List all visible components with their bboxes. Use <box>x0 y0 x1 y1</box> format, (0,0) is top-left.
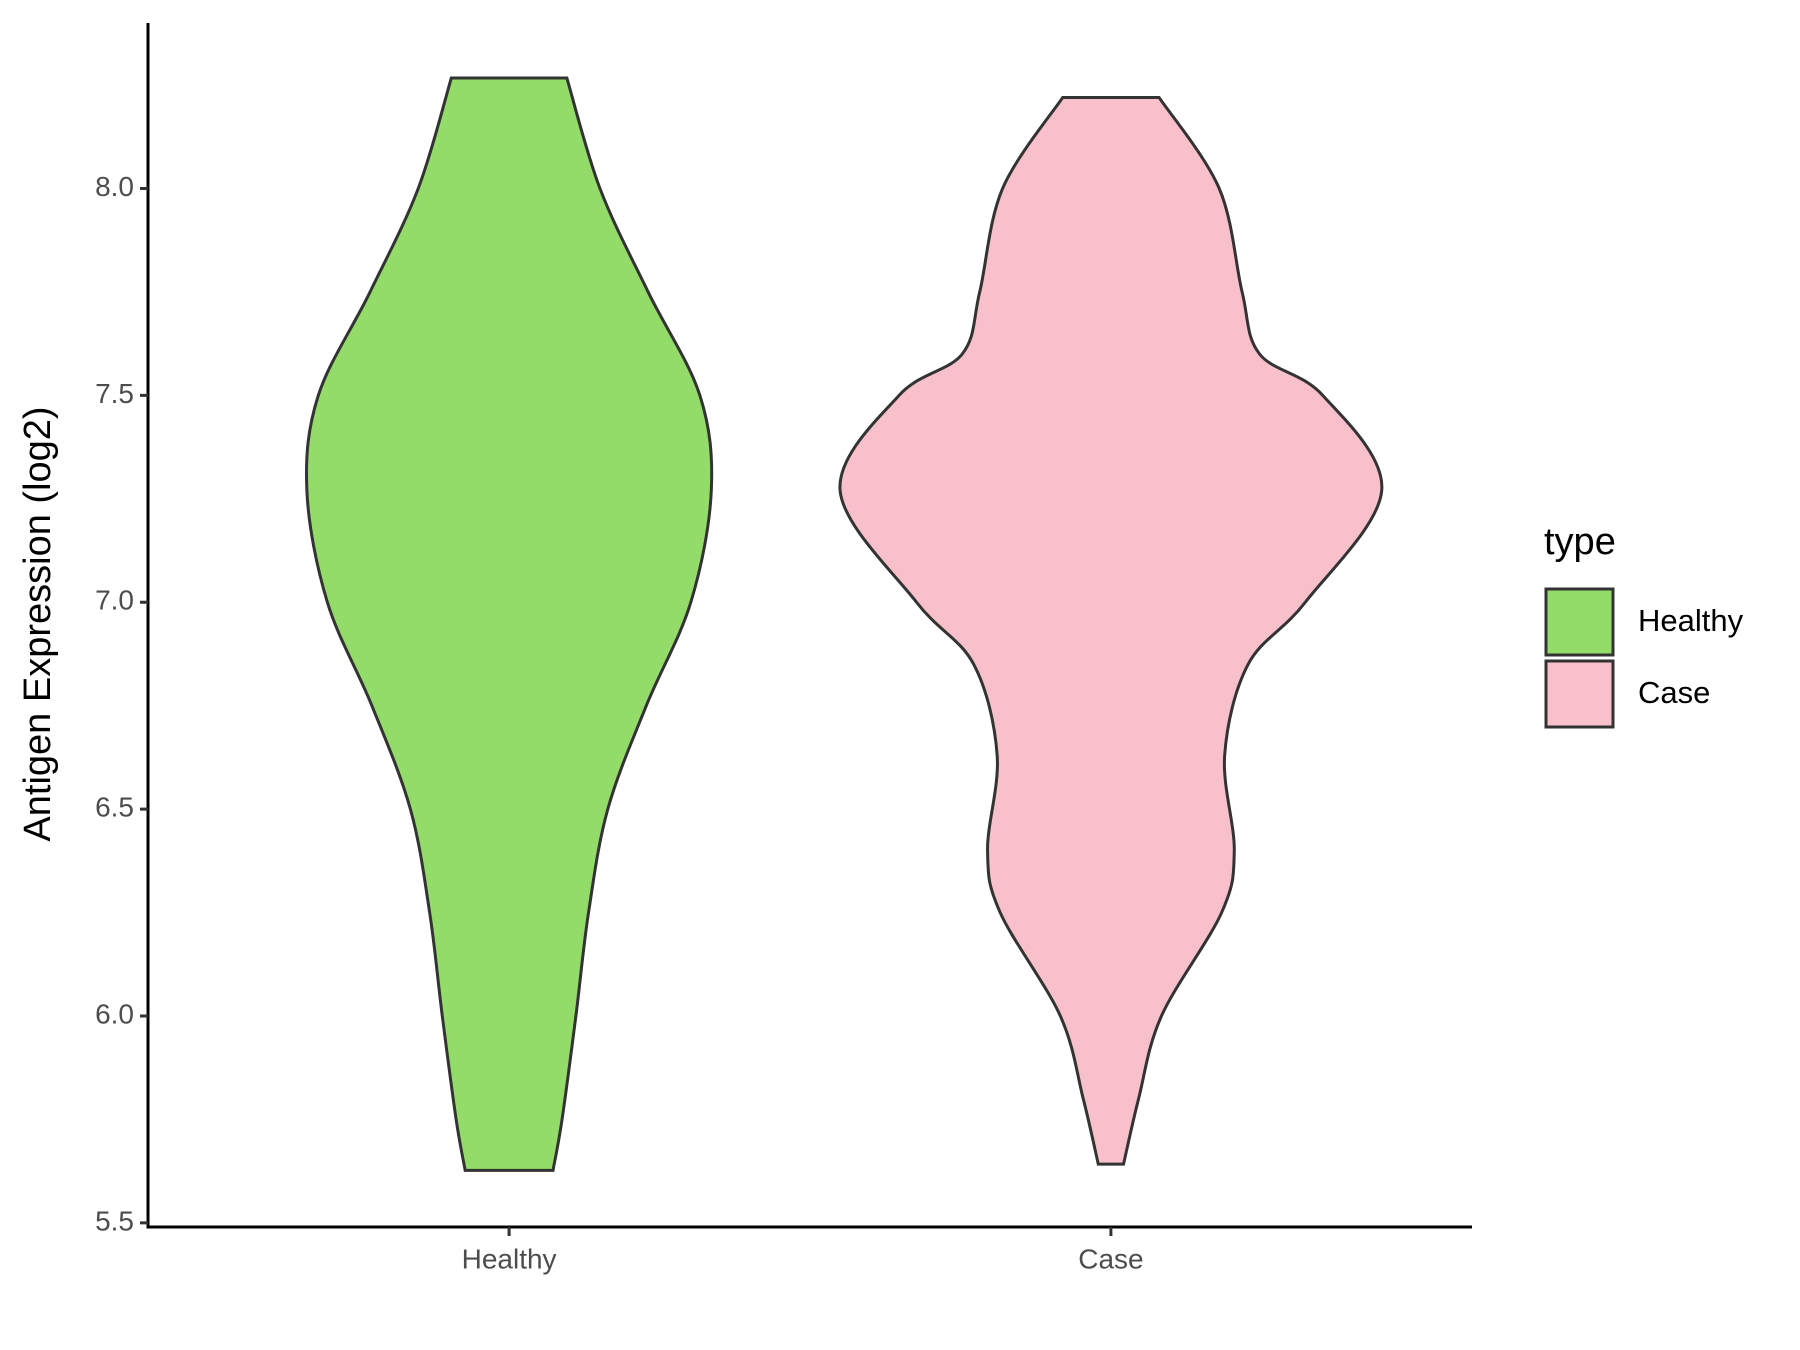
y-tick-label: 5.5 <box>95 1205 134 1236</box>
legend-title: type <box>1544 521 1616 563</box>
y-tick-label: 6.5 <box>95 792 134 823</box>
y-tick-label: 6.0 <box>95 998 134 1029</box>
y-axis-title: Antigen Expression (log2) <box>17 406 59 841</box>
x-tick-label: Healthy <box>462 1243 557 1274</box>
legend-label: Case <box>1638 675 1710 710</box>
violin <box>838 95 1384 1166</box>
legend-label: Healthy <box>1638 603 1744 638</box>
legend-key <box>1544 587 1615 657</box>
legend-key <box>1544 659 1615 729</box>
y-tick-label: 8.0 <box>95 171 134 202</box>
y-tick-label: 7.5 <box>95 378 134 409</box>
violin <box>304 76 714 1172</box>
y-tick-label: 7.0 <box>95 585 134 616</box>
x-tick-label: Case <box>1078 1243 1143 1274</box>
